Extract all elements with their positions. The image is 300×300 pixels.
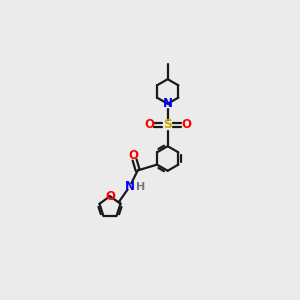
Text: O: O — [128, 149, 138, 162]
Text: N: N — [163, 97, 173, 110]
Text: O: O — [181, 118, 191, 131]
Text: O: O — [105, 190, 115, 203]
Text: S: S — [163, 118, 172, 131]
Text: N: N — [125, 180, 135, 193]
Text: O: O — [144, 118, 154, 131]
Text: H: H — [136, 182, 146, 191]
